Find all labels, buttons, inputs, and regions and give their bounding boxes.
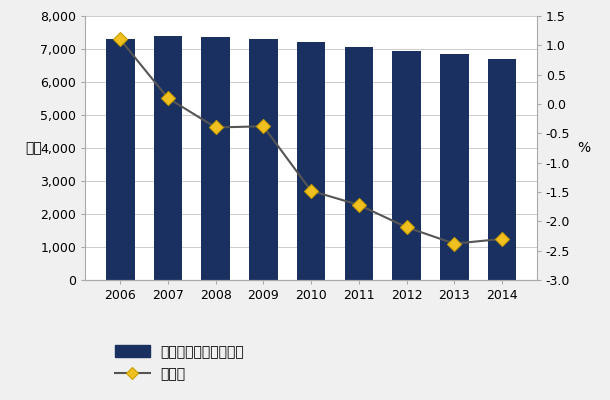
Bar	[201, 38, 230, 280]
Bar	[440, 54, 468, 280]
Bar	[106, 39, 135, 280]
Bar	[392, 51, 421, 280]
Bar	[249, 39, 278, 280]
Y-axis label: 億円: 億円	[25, 141, 42, 155]
Bar	[297, 42, 325, 280]
Y-axis label: %: %	[578, 141, 590, 155]
Bar	[487, 59, 516, 280]
Bar	[345, 47, 373, 280]
Legend: エンドユーザー売上額, 成長率: エンドユーザー売上額, 成長率	[115, 345, 245, 381]
Bar	[154, 36, 182, 280]
